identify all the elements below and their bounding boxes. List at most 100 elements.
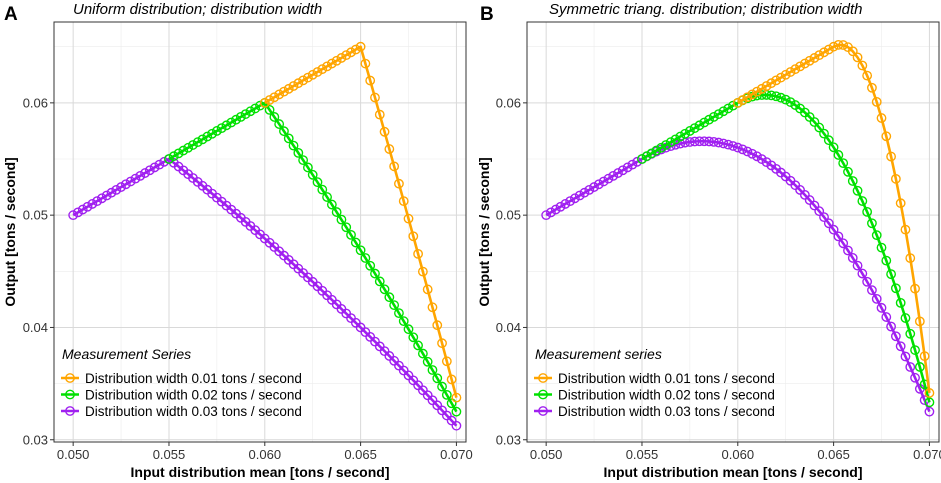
data-point [437, 338, 447, 349]
data-point [550, 204, 561, 215]
data-point [350, 44, 361, 55]
data-point [747, 89, 758, 100]
panel-a-y-axis-label: Output [tons / second] [2, 157, 18, 306]
data-point [823, 135, 834, 146]
data-point [780, 94, 791, 105]
data-point [403, 213, 414, 224]
data-point [910, 345, 920, 355]
panel-a-x-axis-label: Input distribution mean [tons / second] [131, 464, 390, 480]
series-line [168, 101, 458, 413]
data-point [178, 145, 189, 156]
data-point [819, 47, 829, 58]
data-point [718, 138, 729, 149]
data-point [704, 136, 714, 147]
data-point [895, 297, 906, 308]
data-point [728, 100, 738, 111]
data-point [235, 111, 246, 122]
data-point [732, 97, 743, 108]
data-point [742, 92, 753, 103]
data-point [379, 284, 390, 295]
data-point [283, 133, 294, 144]
panel-a-title: Uniform distribution; distribution width [73, 1, 322, 18]
data-point [168, 151, 179, 162]
data-point [130, 173, 141, 184]
data-point [125, 176, 136, 187]
data-point [370, 92, 380, 103]
data-point [303, 162, 313, 173]
panel-a-x-ticks: 0.050 0.055 0.060 0.065 0.070 [57, 442, 473, 462]
data-point [427, 302, 438, 313]
data-point [326, 58, 337, 69]
data-point [269, 92, 280, 103]
data-point [149, 162, 160, 173]
data-point [116, 182, 126, 192]
data-point [279, 86, 289, 97]
y-tick-label: 0.06 [496, 95, 521, 110]
data-point [135, 170, 146, 181]
panel-a-border [53, 21, 467, 443]
data-point [288, 140, 299, 151]
legend-entry-label: Distribution width 0.01 tons / second [558, 371, 775, 386]
data-point [871, 293, 882, 304]
data-point [809, 117, 820, 127]
data-point [355, 41, 366, 52]
data-point [747, 148, 758, 159]
data-point [737, 144, 748, 155]
x-tick-label: 0.065 [344, 447, 377, 462]
data-point [819, 128, 829, 139]
data-point [890, 283, 901, 294]
series-2 [164, 97, 462, 417]
data-point [144, 165, 155, 176]
data-point [924, 406, 935, 417]
data-point [924, 388, 935, 398]
data-point [231, 114, 241, 125]
data-point [809, 200, 820, 211]
data-point [245, 106, 256, 117]
data-point [374, 109, 385, 120]
data-point [780, 69, 791, 80]
data-point [704, 114, 714, 125]
data-point [790, 64, 801, 75]
data-point [910, 372, 920, 383]
data-point [914, 362, 925, 372]
data-point [804, 55, 815, 66]
data-point [365, 75, 376, 86]
x-tick-label: 0.070 [913, 447, 941, 462]
data-point [584, 184, 595, 195]
data-point [890, 331, 901, 342]
data-point [350, 237, 361, 248]
data-point [68, 210, 79, 221]
data-point [905, 362, 916, 372]
data-point [708, 136, 719, 147]
data-point [886, 321, 896, 332]
data-point [646, 148, 657, 159]
data-point [408, 332, 419, 343]
data-point [670, 134, 681, 145]
data-point [656, 142, 667, 153]
data-point [355, 245, 366, 256]
data-point [771, 91, 782, 102]
data-point [847, 46, 858, 57]
data-point [574, 190, 585, 201]
data-point [871, 230, 882, 241]
data-point [867, 82, 877, 93]
data-point [833, 231, 844, 242]
data-point [718, 106, 729, 117]
panel-a-plot-area [54, 22, 466, 442]
data-point [900, 224, 911, 235]
data-point [106, 187, 117, 198]
data-point [752, 151, 762, 162]
data-point [694, 120, 705, 131]
data-point [154, 159, 165, 170]
legend-key-marker [65, 373, 75, 383]
data-point [713, 137, 724, 148]
data-point [881, 312, 892, 322]
data-point [756, 83, 767, 94]
data-point [164, 154, 174, 164]
data-point [661, 140, 671, 150]
data-point [346, 229, 356, 240]
data-point [651, 145, 662, 156]
data-point [360, 58, 371, 69]
data-point [92, 196, 103, 207]
data-point [379, 126, 390, 137]
